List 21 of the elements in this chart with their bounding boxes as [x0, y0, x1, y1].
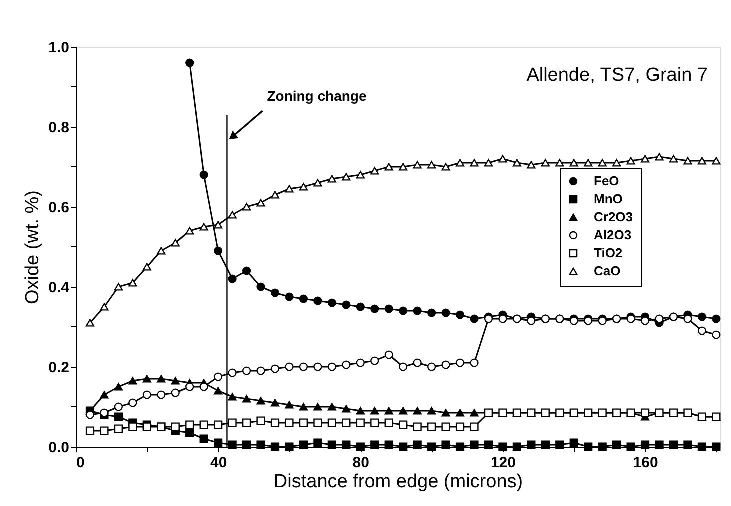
legend-label: CaO — [594, 264, 621, 278]
legend-label: MnO — [594, 192, 623, 206]
legend-label: Cr2O3 — [594, 210, 634, 224]
x-tick-label: 160 — [633, 454, 658, 472]
x-tick-label: 0 — [76, 454, 85, 472]
x-axis-title: Distance from edge (microns) — [274, 472, 524, 492]
y-tick-label: 1.0 — [48, 40, 70, 56]
y-tick-label: 0.4 — [48, 280, 70, 296]
ref-line-label: Zoning change — [267, 88, 367, 104]
legend-label: FeO — [594, 174, 620, 188]
y-tick-label: 0.8 — [48, 120, 70, 136]
y-tick-label: 0.0 — [48, 440, 70, 456]
legend-label: TiO2 — [594, 246, 623, 260]
x-tick-label: 80 — [352, 454, 370, 472]
y-tick-label: 0.6 — [48, 200, 70, 216]
legend-label: Al2O3 — [594, 228, 632, 242]
text: Allende, TS7, Grain 7 — [526, 65, 708, 86]
y-axis-title: Oxide (wt. %) — [22, 190, 44, 305]
x-tick-label: 120 — [490, 454, 516, 472]
x-tick-label: 40 — [210, 454, 228, 472]
y-tick-label: 0.2 — [48, 360, 70, 376]
